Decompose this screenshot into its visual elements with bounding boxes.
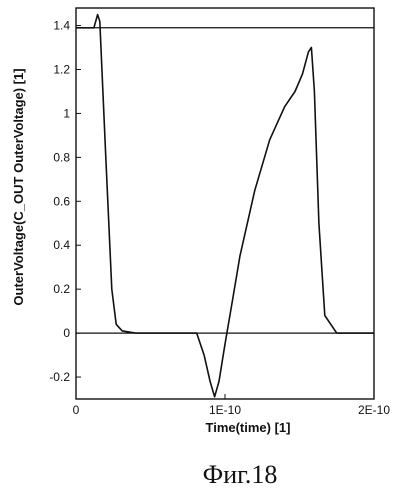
y-tick-label: 1.2 (53, 63, 70, 77)
series-line (76, 15, 374, 397)
y-tick-label: 1 (63, 106, 70, 120)
y-tick-label: 0.2 (53, 282, 70, 296)
y-tick-label: -0.2 (49, 370, 70, 384)
y-tick-label: 1.4 (53, 19, 70, 33)
y-tick-label: 0.6 (53, 194, 70, 208)
y-tick-label: 0.8 (53, 150, 70, 164)
y-axis-label: OuterVoltage(C_OUT OuterVoltage) [1] (11, 68, 26, 305)
x-tick-label: 0 (73, 403, 80, 417)
figure-caption: Фиг.18 (203, 460, 278, 489)
x-tick-label: 2E-10 (358, 403, 390, 417)
x-tick-label: 1E-10 (209, 403, 241, 417)
x-axis-label: Time(time) [1] (206, 420, 291, 435)
y-tick-label: 0 (63, 326, 70, 340)
plot-area (76, 8, 374, 399)
y-tick-label: 0.4 (53, 238, 70, 252)
axis-ticks: -0.2 0 0.2 0.4 0.6 0.8 1 1.2 1.4 0 1E-10 2E-10 (49, 19, 390, 417)
